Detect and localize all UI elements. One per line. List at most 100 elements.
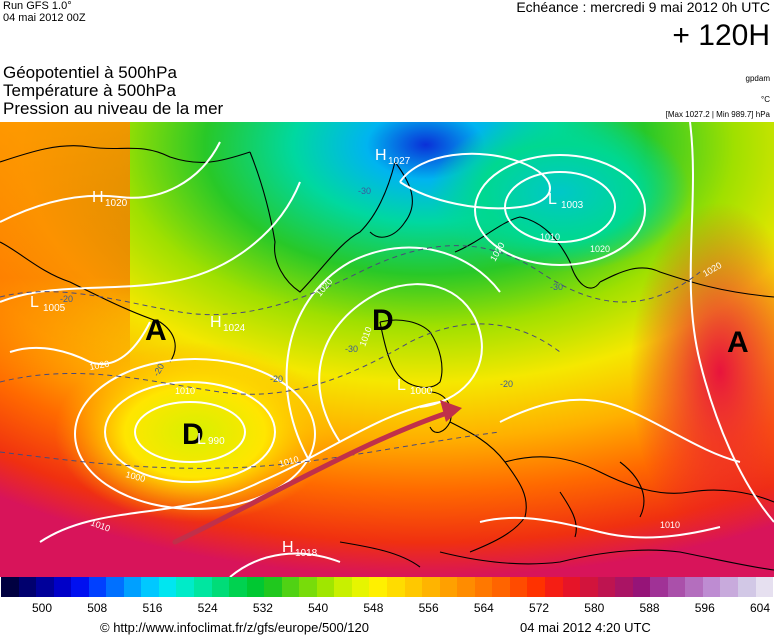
pressure-center: L 1003 [548,191,584,211]
color-swatch [702,577,721,597]
svg-text:-30: -30 [345,344,358,354]
coastlines [0,145,774,571]
svg-text:-20: -20 [270,374,283,384]
svg-text:L: L [197,431,206,448]
color-swatch [141,577,159,597]
color-swatch [527,577,545,597]
source-url: © http://www.infoclimat.fr/z/gfs/europe/… [100,620,369,635]
color-swatch [246,577,265,597]
svg-text:L: L [30,294,39,311]
flow-arrow [172,400,462,545]
color-scale-tick: 516 [142,601,163,615]
svg-text:1024: 1024 [223,323,246,334]
color-swatch [474,577,493,597]
pressure-center: L 990 [197,431,225,448]
svg-text:990: 990 [208,436,225,447]
color-swatch [509,577,528,597]
color-scale-tick: 532 [252,601,273,615]
svg-text:1018: 1018 [295,548,318,559]
atlantic-low-core [55,342,335,522]
color-swatch [316,577,335,597]
svg-text:H: H [92,189,104,206]
low-label-atlantic: D [182,418,204,451]
color-swatch [457,577,475,597]
color-scale-tick: 572 [529,601,550,615]
color-swatch [1,577,19,597]
color-swatch [597,577,616,597]
svg-text:H: H [282,539,294,556]
svg-text:1010: 1010 [660,520,680,530]
run-label: Run GFS 1.0° [3,0,72,12]
color-swatch [720,577,738,597]
color-scale-tick: 540 [308,601,329,615]
color-swatch [53,577,72,597]
high-label-east: A [727,326,749,359]
color-scale-tick: 580 [584,601,605,615]
svg-text:1010: 1010 [175,386,195,396]
svg-text:-20: -20 [500,379,513,389]
color-scale-tick: 556 [418,601,439,615]
svg-text:1003: 1003 [561,200,584,211]
color-swatch [439,577,458,597]
svg-text:L: L [397,377,406,394]
high-label-west: A [145,314,167,347]
color-scale-ticks: 500 508 516 524 532 540 548 556 564 572 580 588 596 6… [0,601,774,617]
color-swatch [123,577,142,597]
color-swatch [229,577,247,597]
color-swatch [18,577,37,597]
svg-text:L: L [548,191,557,208]
scandinavia-low-core [430,122,690,272]
color-swatch [650,577,668,597]
color-swatch [755,577,774,597]
pressure-center: H 1020 [92,189,128,209]
color-swatch [299,577,317,597]
color-scale-tick: 500 [31,601,53,615]
color-swatch [369,577,388,597]
field-title-temperature: Température à 500hPa [3,81,176,100]
color-swatch [422,577,440,597]
color-swatch [580,577,598,597]
svg-text:-30: -30 [358,186,371,196]
color-swatch [632,577,651,597]
unit-geopotential: gpdam [745,74,770,83]
color-scale-tick: 548 [363,601,384,615]
color-scale-tick: 588 [639,601,660,615]
color-scale-tick: 604 [749,601,771,615]
svg-text:H: H [375,147,387,164]
color-swatch [264,577,282,597]
temperature-isolines [0,245,701,469]
color-swatch [88,577,107,597]
svg-text:-30: -30 [550,282,563,292]
color-swatch [106,577,124,597]
svg-text:1020: 1020 [89,359,110,372]
svg-text:-20: -20 [60,294,73,304]
color-swatch [194,577,212,597]
color-swatch [36,577,54,597]
pressure-center: L 1000 [397,377,433,397]
color-swatch [492,577,510,597]
west-warm-zone [0,122,130,382]
color-scale-tick: 596 [694,601,715,615]
color-swatch [71,577,89,597]
generation-time: 04 mai 2012 4:20 UTC [520,620,651,635]
svg-text:1027: 1027 [388,156,411,167]
color-swatch [685,577,703,597]
isobars [0,122,774,577]
pressure-center: L 1005 [30,294,66,314]
svg-text:1005: 1005 [43,303,66,314]
run-date: 04 mai 2012 00Z [3,12,86,24]
color-swatch [158,577,177,597]
field-title-pressure: Pression au niveau de la mer [3,99,224,118]
color-swatch [351,577,370,597]
svg-text:1000: 1000 [410,386,433,397]
color-swatch [176,577,195,597]
color-swatch [615,577,633,597]
pressure-center: H 1027 [375,147,411,167]
color-scale-tick: 564 [473,601,494,615]
unit-temperature: °C [761,95,770,104]
svg-text:1020: 1020 [105,198,128,209]
low-label-north-sea: D [372,304,394,337]
svg-text:1020: 1020 [590,244,610,254]
color-swatch [737,577,756,597]
